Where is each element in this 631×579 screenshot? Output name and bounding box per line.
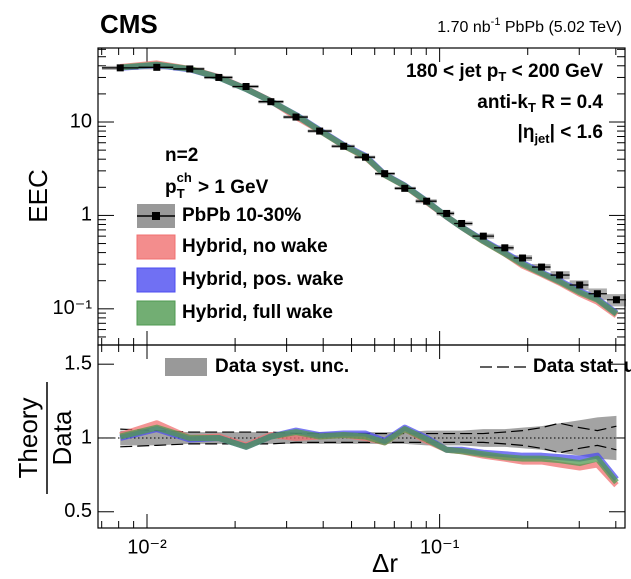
- ratio-panel: 10⁻² 10⁻¹ 0.5 1 1.5 Data syst. unc. Data stat.…: [64, 352, 631, 558]
- data-point: [242, 83, 250, 91]
- legend-label: PbPb 10-30%: [182, 205, 301, 226]
- x-tick-label: 10⁻¹: [420, 536, 460, 558]
- y-axis-label: EEC: [23, 169, 53, 222]
- data-point: [267, 98, 275, 106]
- chart-title: CMS: [100, 9, 158, 39]
- y-tick-label: 0.5: [64, 500, 92, 522]
- annotation: n=2: [165, 145, 198, 166]
- data-point: [292, 113, 300, 121]
- legend-swatch: [136, 234, 176, 260]
- ratio-label-numerator: Theory: [13, 398, 43, 479]
- legend-label: Data syst. unc.: [215, 356, 349, 377]
- data-point: [186, 65, 194, 73]
- legend-label: Hybrid, no wake: [182, 236, 328, 257]
- top-panel: 10⁻¹ 1 10 PbPb 10-30% Hybrid, no wake Hybrid,…: [53, 48, 626, 528]
- data-point: [116, 64, 124, 72]
- legend-swatch: [136, 300, 176, 326]
- data-point: [612, 296, 620, 304]
- data-point: [340, 142, 348, 150]
- y-tick-label: 1: [81, 204, 92, 226]
- legend-swatch: [152, 212, 160, 220]
- x-axis-label: Δr: [372, 548, 398, 578]
- data-point: [401, 184, 409, 192]
- data-point: [479, 232, 487, 240]
- ratio-frame: [97, 344, 626, 529]
- data-point: [538, 263, 546, 271]
- data-point: [381, 170, 389, 178]
- y-tick-label: 10⁻¹: [53, 297, 93, 319]
- data-point: [593, 290, 601, 298]
- data-point: [361, 153, 369, 161]
- data-point: [519, 254, 527, 262]
- annotation: anti-kT R = 0.4: [477, 92, 603, 115]
- legend-swatch: [165, 358, 207, 376]
- subtitle: 1.70 nb-1 PbPb (5.02 TeV): [437, 16, 622, 36]
- stat-line: [120, 441, 617, 454]
- annotation: |ηjet| < 1.6: [518, 122, 603, 146]
- data-point: [501, 244, 509, 252]
- data-point: [556, 271, 564, 279]
- data-point: [215, 73, 223, 81]
- data-point: [576, 281, 584, 289]
- data-point: [153, 63, 161, 71]
- frames: [97, 47, 626, 529]
- data-point: [443, 209, 451, 217]
- ratio-label-denominator: Data: [47, 410, 77, 465]
- stat-line: [120, 422, 617, 435]
- annotation: 180 < jet pT < 200 GeV: [406, 61, 603, 84]
- x-tick-label: 10⁻²: [127, 536, 167, 558]
- legend-swatch: [136, 267, 176, 293]
- legend-label: Data stat. unc.: [533, 356, 631, 377]
- data-point: [458, 219, 466, 227]
- legend-label: Hybrid, pos. wake: [182, 269, 344, 290]
- data-point: [423, 197, 431, 205]
- y-tick-label: 1.5: [64, 352, 92, 374]
- series-line: [119, 424, 619, 485]
- annotation: pch T > 1 GeV: [165, 170, 269, 201]
- data-point: [316, 127, 324, 135]
- y-tick-label: 1: [81, 426, 92, 448]
- y-tick-label: 10: [70, 110, 92, 132]
- legend-label: Hybrid, full wake: [182, 302, 333, 323]
